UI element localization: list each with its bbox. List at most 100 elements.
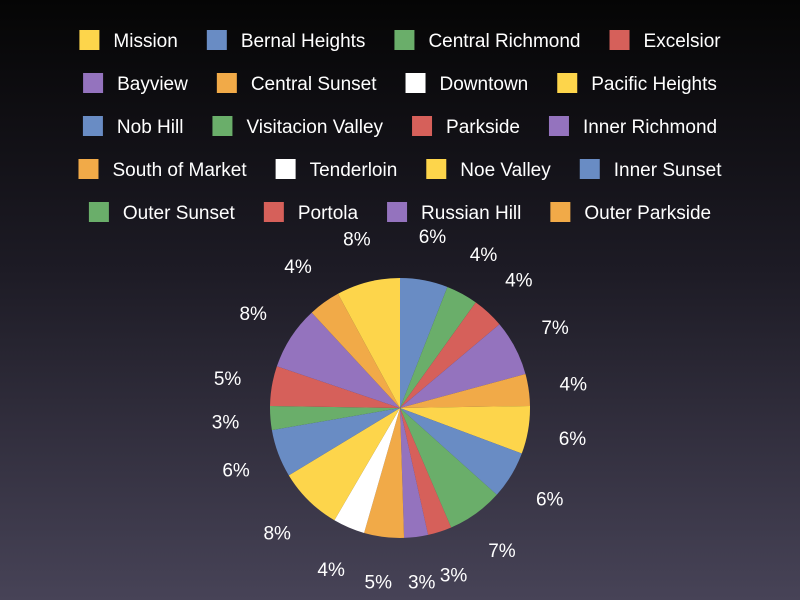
legend-swatch xyxy=(206,30,227,50)
slice-percent-label: 4% xyxy=(317,560,345,581)
legend-item-inner-richmond: Inner Richmond xyxy=(548,116,717,138)
legend-item-central-sunset: Central Sunset xyxy=(216,73,377,95)
legend-label: Inner Richmond xyxy=(583,117,717,138)
pie-slices xyxy=(269,278,530,538)
pie-slice-10 xyxy=(400,408,429,538)
legend-label: Central Richmond xyxy=(428,31,580,52)
legend-item-central-richmond: Central Richmond xyxy=(394,30,581,52)
legend-item-pacific-heights: Pacific Heights xyxy=(557,73,717,95)
legend-label: Bayview xyxy=(117,74,188,95)
legend-item-excelsior: Excelsior xyxy=(609,30,722,52)
legend-label: Russian Hill xyxy=(421,203,521,224)
slice-percent-label: 4% xyxy=(470,245,498,266)
slice-percent-label: 5% xyxy=(214,369,242,390)
slice-percent-label: 6% xyxy=(419,227,447,248)
pie-slice-5 xyxy=(400,374,530,408)
slice-percent-label: 3% xyxy=(212,413,240,434)
legend-swatch xyxy=(557,73,578,93)
pie-slice-12 xyxy=(334,408,400,533)
slice-percent-label: 6% xyxy=(536,490,564,511)
pie-slice-16 xyxy=(270,366,400,408)
legend-swatch xyxy=(426,159,447,179)
pie-slice-1 xyxy=(400,278,448,408)
pie-slice-2 xyxy=(400,286,476,408)
legend-item-tenderloin: Tenderloin xyxy=(275,159,398,181)
legend-swatch xyxy=(212,116,233,136)
slice-percent-label: 4% xyxy=(560,375,588,396)
legend-item-noe-valley: Noe Valley xyxy=(426,159,551,181)
legend-item-visitacion-valley: Visitacion Valley xyxy=(212,116,384,138)
legend-swatch xyxy=(79,30,100,50)
pie-slice-11 xyxy=(364,408,405,538)
legend-label: Visitacion Valley xyxy=(246,117,383,138)
legend-item-inner-sunset: Inner Sunset xyxy=(579,159,722,181)
legend-item-bayview: Bayview xyxy=(83,73,188,95)
pie-slice-14 xyxy=(271,408,400,476)
legend-label: Tenderloin xyxy=(310,160,398,181)
legend-swatch xyxy=(263,202,284,222)
legend-swatch xyxy=(387,202,408,222)
legend-label: Central Sunset xyxy=(251,74,377,95)
pie-slice-9 xyxy=(400,408,452,535)
legend-swatch xyxy=(216,73,237,93)
pie-slice-15 xyxy=(269,405,400,431)
slice-percent-label: 4% xyxy=(505,271,533,292)
legend-swatch xyxy=(275,159,296,179)
legend-label: South of Market xyxy=(112,160,247,181)
pie-slice-13 xyxy=(288,408,400,521)
legend-swatch xyxy=(82,116,103,136)
slice-percent-label: 4% xyxy=(284,257,312,278)
legend-label: Inner Sunset xyxy=(614,160,722,181)
legend-item-russian-hill: Russian Hill xyxy=(387,202,521,224)
pie-slice-19 xyxy=(337,278,400,408)
slice-percent-label: 7% xyxy=(541,318,569,339)
legend-swatch xyxy=(78,159,99,179)
legend-label: Bernal Heights xyxy=(241,31,366,52)
pie-slice-17 xyxy=(276,312,400,408)
legend-label: Downtown xyxy=(440,74,529,95)
slice-percent-label: 8% xyxy=(239,304,267,325)
legend-item-portola: Portola xyxy=(263,202,359,224)
legend-item-downtown: Downtown xyxy=(405,73,529,95)
legend-swatch xyxy=(88,202,109,222)
legend-label: Outer Sunset xyxy=(123,203,236,224)
pie-slice-4 xyxy=(400,324,526,408)
legend-label: Outer Parkside xyxy=(584,203,711,224)
legend-item-south-of-market: South of Market xyxy=(78,159,247,181)
legend-swatch xyxy=(548,116,569,136)
legend-swatch xyxy=(394,30,415,50)
pie-slice-8 xyxy=(400,408,497,528)
slice-percent-label: 3% xyxy=(440,566,468,587)
slice-percent-label: 7% xyxy=(488,541,516,562)
slice-percent-label: 3% xyxy=(408,573,436,594)
slice-labels: 6%4%4%7%4%6%6%7%3%3%5%4%8%6%3%5%8%4%8% xyxy=(212,227,587,594)
legend-label: Parkside xyxy=(446,117,520,138)
legend-label: Noe Valley xyxy=(460,160,551,181)
slice-percent-label: 8% xyxy=(343,229,371,250)
slice-percent-label: 6% xyxy=(222,460,250,481)
pie-slice-3 xyxy=(400,302,500,408)
legend-label: Mission xyxy=(113,31,177,52)
legend-label: Portola xyxy=(298,203,359,224)
legend-swatch xyxy=(83,73,104,93)
legend-item-parkside: Parkside xyxy=(412,116,520,138)
legend-item-outer-sunset: Outer Sunset xyxy=(88,202,236,224)
legend-item-nob-hill: Nob Hill xyxy=(82,116,184,138)
slice-percent-label: 5% xyxy=(365,573,393,594)
legend-label: Excelsior xyxy=(644,31,722,52)
legend-swatch xyxy=(579,159,600,179)
legend-item-outer-parkside: Outer Parkside xyxy=(550,202,711,224)
legend-label: Nob Hill xyxy=(117,117,184,138)
slice-percent-label: 8% xyxy=(263,524,291,545)
pie-slice-7 xyxy=(400,408,522,495)
legend-swatch xyxy=(405,73,426,93)
legend-swatch xyxy=(412,116,433,136)
legend-swatch xyxy=(550,202,571,222)
chart-legend: Mission Bernal Heights Central Richmond Exc… xyxy=(78,30,722,224)
pie-slice-6 xyxy=(400,405,530,454)
legend-item-bernal-heights: Bernal Heights xyxy=(206,30,366,52)
slice-percent-label: 6% xyxy=(559,429,587,450)
legend-swatch xyxy=(609,30,630,50)
legend-label: Pacific Heights xyxy=(591,74,717,95)
